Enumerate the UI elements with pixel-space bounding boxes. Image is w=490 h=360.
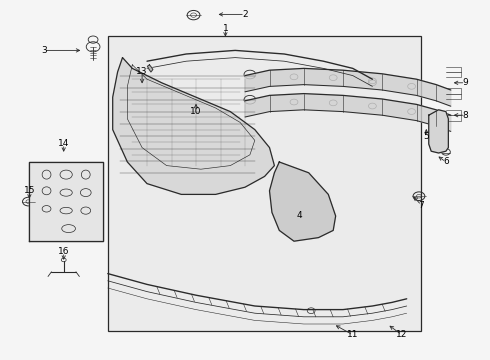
Text: 3: 3 bbox=[41, 46, 47, 55]
Polygon shape bbox=[113, 58, 274, 194]
Text: 2: 2 bbox=[242, 10, 248, 19]
Polygon shape bbox=[245, 68, 451, 106]
Text: 11: 11 bbox=[347, 330, 359, 339]
Text: 15: 15 bbox=[24, 186, 35, 195]
Polygon shape bbox=[245, 94, 451, 131]
Text: 10: 10 bbox=[190, 107, 202, 116]
Text: 13: 13 bbox=[136, 68, 148, 77]
Text: 14: 14 bbox=[58, 139, 70, 148]
Text: 5: 5 bbox=[423, 132, 429, 141]
Text: 4: 4 bbox=[296, 211, 302, 220]
Text: 8: 8 bbox=[463, 111, 468, 120]
Text: 6: 6 bbox=[443, 157, 449, 166]
FancyBboxPatch shape bbox=[108, 36, 421, 331]
Polygon shape bbox=[29, 162, 103, 241]
Polygon shape bbox=[147, 65, 153, 72]
Text: 12: 12 bbox=[396, 330, 408, 339]
Text: 9: 9 bbox=[463, 78, 468, 87]
Text: 7: 7 bbox=[418, 201, 424, 210]
Polygon shape bbox=[270, 162, 336, 241]
Polygon shape bbox=[429, 110, 448, 153]
Text: 16: 16 bbox=[58, 248, 70, 256]
Text: 1: 1 bbox=[222, 24, 228, 33]
